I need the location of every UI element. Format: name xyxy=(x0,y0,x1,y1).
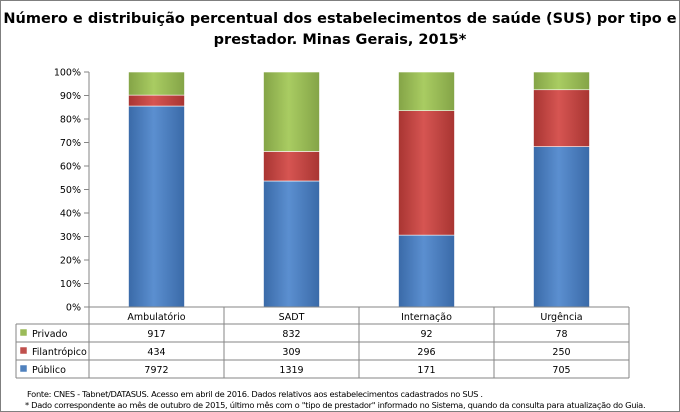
bar-privado-3 xyxy=(533,71,590,91)
table-value-privado: 917 xyxy=(147,329,165,340)
category-label: SADT xyxy=(279,312,305,323)
bar-público-0 xyxy=(128,105,185,308)
y-tick-label: 70% xyxy=(60,138,81,149)
chart-title: Número e distribuição percentual dos est… xyxy=(1,9,679,51)
table-value-público: 1319 xyxy=(279,365,303,376)
category-label: Ambulatório xyxy=(127,312,185,323)
bar-privado-0 xyxy=(128,71,185,96)
y-tick-label: 20% xyxy=(60,256,81,267)
legend-label: Privado xyxy=(32,329,68,340)
table-value-público: 171 xyxy=(417,365,435,376)
table-value-público: 705 xyxy=(552,365,570,376)
y-tick-label: 30% xyxy=(60,232,81,243)
category-label: Internação xyxy=(401,312,452,323)
table-value-filantrópico: 250 xyxy=(552,347,570,358)
legend-label: Filantrópico xyxy=(32,347,87,358)
table-value-filantrópico: 434 xyxy=(147,347,165,358)
y-tick-label: 90% xyxy=(60,91,81,102)
y-tick-label: 10% xyxy=(60,279,81,290)
table-value-filantrópico: 296 xyxy=(417,347,435,358)
legend-key-filantrópico xyxy=(19,346,28,355)
bar-filantrópico-3 xyxy=(533,89,590,147)
y-tick-label: 100% xyxy=(54,68,81,79)
y-tick-label: 80% xyxy=(60,115,81,126)
category-label: Urgência xyxy=(540,312,582,323)
table-value-privado: 832 xyxy=(282,329,300,340)
y-tick-label: 50% xyxy=(60,185,81,196)
bar-público-2 xyxy=(398,234,455,308)
bar-filantrópico-2 xyxy=(398,110,455,236)
bar-público-1 xyxy=(263,180,320,308)
y-tick-label: 60% xyxy=(60,162,81,173)
legend-key-privado xyxy=(19,328,28,337)
table-value-público: 7972 xyxy=(144,365,168,376)
table-value-privado: 78 xyxy=(555,329,567,340)
legend-label: Público xyxy=(32,365,66,376)
y-tick-label: 0% xyxy=(66,303,81,314)
title-line-1: Número e distribuição percentual dos est… xyxy=(3,11,677,27)
title-line-2: prestador. Minas Gerais, 2015* xyxy=(213,32,467,48)
table-value-filantrópico: 309 xyxy=(282,347,300,358)
bar-público-3 xyxy=(533,146,590,308)
bar-filantrópico-1 xyxy=(263,151,320,182)
bar-privado-2 xyxy=(398,71,455,111)
table-value-privado: 92 xyxy=(420,329,432,340)
y-tick-label: 40% xyxy=(60,209,81,220)
bar-filantrópico-0 xyxy=(128,94,185,107)
footnote: * Dado correspondente ao mês de outubro … xyxy=(25,400,646,410)
source-note: Fonte: CNES - Tabnet/DATASUS. Acesso em … xyxy=(27,389,483,399)
bar-privado-1 xyxy=(263,71,320,152)
legend-key-público xyxy=(19,364,28,373)
